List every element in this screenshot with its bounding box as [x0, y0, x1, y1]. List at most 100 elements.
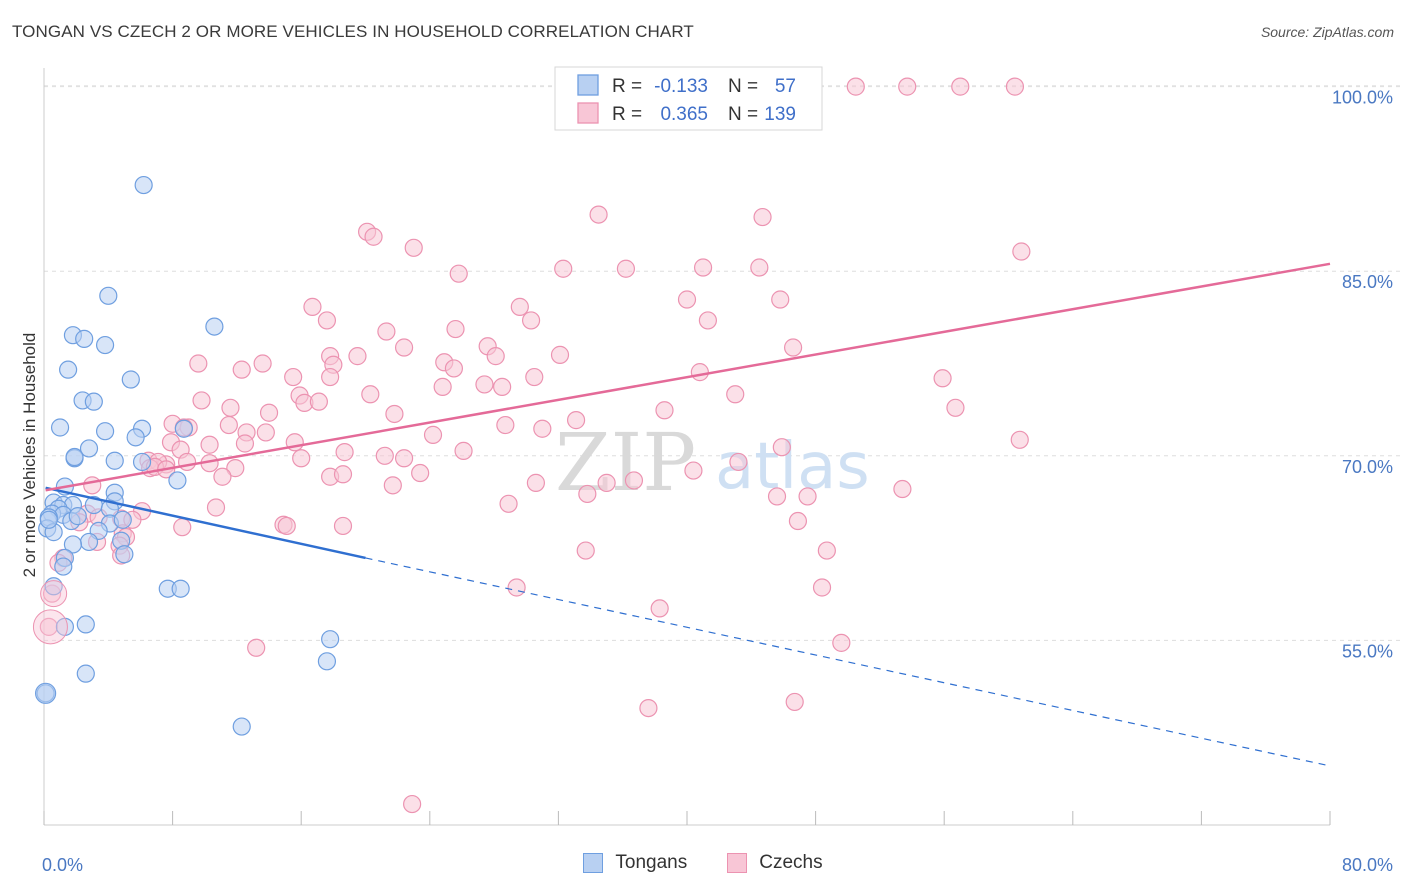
czech-point-23	[377, 322, 396, 341]
czech-point-32	[189, 354, 208, 373]
tongan-point-53	[76, 664, 95, 683]
czech-point-77	[394, 449, 414, 468]
legend-item-czechs: Czechs	[727, 852, 823, 874]
czechs-swatch	[727, 853, 748, 873]
czech-point-67	[1010, 430, 1029, 449]
czech-point-120	[817, 541, 836, 560]
tongan-point-13	[174, 419, 193, 438]
czechs-label: Czechs	[759, 852, 823, 873]
czech-point-21	[698, 311, 717, 330]
tongan-point-18	[132, 452, 152, 472]
czech-point-45	[493, 377, 512, 396]
czech-point-131	[639, 698, 658, 718]
czech-point-96	[624, 471, 644, 490]
czech-point-56	[385, 404, 404, 424]
czech-point-127	[650, 599, 669, 618]
chart-title: TONGAN VS CZECH 2 OR MORE VEHICLES IN HO…	[12, 22, 694, 41]
tongan-point-51	[321, 630, 340, 649]
czech-point-124	[507, 578, 526, 597]
data-points	[32, 77, 1031, 814]
czech-point-88	[213, 467, 232, 486]
tongan-point-55	[232, 717, 251, 736]
czech-point-91	[411, 463, 430, 483]
czech-point-46	[361, 385, 380, 404]
tongan-point-large-1	[35, 682, 57, 704]
tongan-point-15	[79, 439, 99, 458]
czech-point-70	[235, 434, 255, 453]
czech-point-97	[83, 476, 102, 495]
czech-point-43	[433, 377, 452, 396]
legend-swatch-0	[577, 74, 599, 96]
czech-point-125	[812, 578, 832, 597]
czech-point-4	[1005, 77, 1025, 96]
y-tick-label-1: 70.0%	[1342, 457, 1393, 477]
czech-trend-line	[45, 262, 1331, 492]
legend-n-value-0: 57	[775, 76, 796, 97]
czech-point-130	[832, 633, 851, 652]
czech-point-17	[771, 290, 790, 309]
tongan-point-35	[68, 507, 87, 526]
czech-point-5	[589, 205, 608, 224]
czech-point-99	[578, 484, 597, 504]
czech-point-large-1	[32, 609, 68, 645]
czech-point-103	[206, 498, 226, 517]
legend-box	[554, 66, 823, 131]
correlation-legend: R = -0.133 N = 57 R = 0.365 N = 139	[554, 66, 823, 131]
czech-point-40	[525, 367, 544, 387]
czech-point-25	[394, 338, 414, 357]
czech-point-8	[364, 227, 383, 246]
trend-lines	[45, 262, 1331, 767]
czech-point-55	[259, 403, 279, 422]
czech-point-84	[729, 452, 748, 472]
czech-point-90	[333, 465, 353, 484]
czech-point-6	[753, 207, 772, 227]
czech-point-53	[946, 398, 965, 417]
czech-point-119	[576, 541, 595, 560]
gridlines	[44, 85, 1400, 641]
czech-point-34	[232, 360, 251, 379]
czech-point-39	[321, 367, 340, 387]
tongan-point-1	[99, 286, 118, 305]
czech-point-65	[256, 423, 275, 442]
tongan-point-5	[95, 335, 115, 355]
czech-point-33	[253, 354, 272, 373]
czech-point-16	[677, 290, 697, 309]
legend-r-label-1: R =	[612, 104, 642, 125]
czech-point-66	[423, 425, 443, 444]
czech-point-29	[348, 347, 367, 366]
czech-point-47	[726, 385, 745, 404]
czech-point-82	[226, 459, 245, 478]
tongan-point-43	[115, 545, 134, 564]
czech-point-38	[284, 367, 303, 387]
czech-point-13	[616, 259, 636, 278]
czech-point-69	[200, 435, 219, 454]
czech-point-94	[383, 476, 402, 495]
tick-labels: 55.0% 70.0% 85.0% 100.0% 0.0% 80.0%	[42, 88, 1393, 875]
tongan-point-0	[134, 175, 153, 195]
czech-point-76	[375, 446, 394, 465]
tongan-point-9	[84, 392, 103, 411]
legend-n-value-1: 139	[764, 104, 796, 125]
czech-point-111	[277, 516, 296, 536]
tongan-point-20	[168, 471, 187, 490]
czech-point-114	[788, 511, 808, 531]
tongan-point-2	[205, 317, 224, 336]
y-tick-label-0: 55.0%	[1342, 641, 1393, 661]
czech-point-62	[496, 415, 515, 435]
czech-point-19	[510, 297, 529, 316]
czech-point-1	[846, 77, 865, 96]
czech-point-132	[785, 692, 804, 712]
czech-point-20	[317, 311, 337, 330]
tongan-trend-solid	[45, 486, 366, 560]
x-tick-label-1: 80.0%	[1342, 855, 1393, 875]
czech-point-15	[750, 258, 769, 277]
tongan-point-10	[50, 418, 70, 437]
legend-r-value-1: 0.365	[660, 104, 708, 125]
czech-point-59	[219, 415, 238, 435]
legend-r-label-0: R =	[612, 76, 642, 97]
czech-point-48	[192, 391, 211, 410]
czech-point-98	[893, 479, 912, 499]
tongan-point-7	[121, 370, 140, 389]
czech-point-22	[521, 311, 541, 330]
